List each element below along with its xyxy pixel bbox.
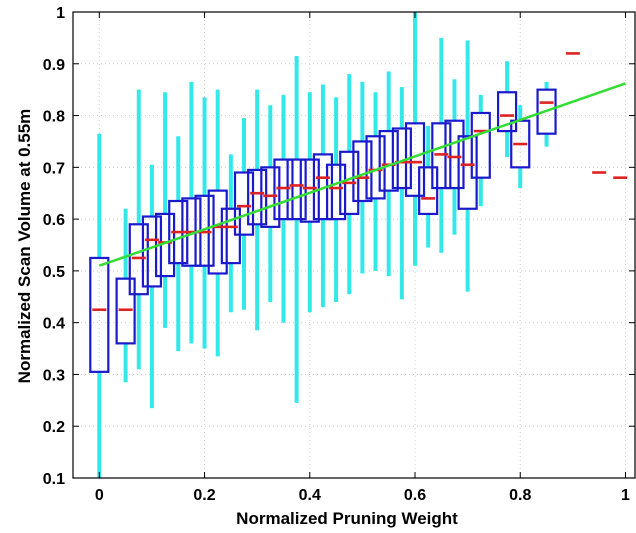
y-axis-label: Normalized Scan Volume at 0.55m (15, 109, 34, 384)
y-tick-label: 0.6 (43, 212, 65, 229)
x-tick-label: 0 (95, 487, 104, 504)
y-tick-label: 0.1 (43, 471, 65, 488)
box (233, 171, 255, 236)
box (536, 88, 557, 135)
y-tick-label: 0.8 (43, 109, 65, 126)
y-tick-label: 0.3 (43, 367, 65, 384)
x-tick-label: 0.4 (299, 487, 321, 504)
plot-frame (72, 11, 636, 479)
boxes (89, 88, 557, 373)
box (89, 256, 110, 373)
fit-line-group (98, 82, 626, 267)
axis-ticks (73, 11, 635, 479)
x-axis-label: Normalized Pruning Weight (236, 509, 458, 528)
y-tick-label: 0.7 (43, 160, 65, 177)
box (128, 223, 149, 296)
box (418, 166, 439, 216)
y-tick-label: 0.5 (43, 264, 65, 281)
x-tick-label: 1 (621, 487, 630, 504)
y-tick-label: 0.4 (43, 316, 65, 333)
y-tick-label: 0.9 (43, 57, 65, 74)
box (470, 111, 491, 179)
x-tick-label: 0.2 (193, 487, 215, 504)
medians (92, 52, 628, 312)
x-tick-label: 0.8 (509, 487, 531, 504)
box (496, 91, 518, 133)
box (220, 207, 241, 265)
box (457, 135, 478, 210)
y-tick-labels: 0.1 0.2 0.3 0.4 0.5 0.6 0.7 0.8 0.9 1 (43, 5, 65, 488)
x-tick-labels: 0 0.2 0.4 0.6 0.8 1 (95, 487, 630, 504)
box (260, 166, 281, 228)
box (273, 158, 294, 221)
whiskers (97, 12, 549, 478)
box (115, 277, 136, 345)
x-tick-label: 0.6 (404, 487, 426, 504)
y-tick-label: 0.2 (43, 419, 65, 436)
y-tick-label: 1 (56, 5, 65, 22)
fit-line (98, 82, 626, 267)
box (325, 163, 347, 221)
